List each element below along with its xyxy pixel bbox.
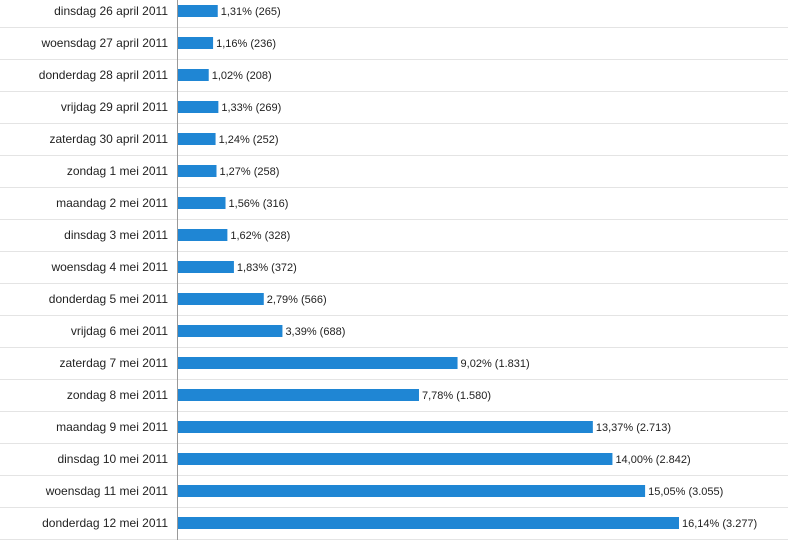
category-label: vrijdag 6 mei 2011 (71, 324, 168, 338)
category-label: maandag 2 mei 2011 (56, 196, 168, 210)
data-label: 16,14% (3.277) (682, 518, 757, 530)
data-label: 1,33% (269) (221, 102, 281, 114)
data-label: 1,27% (258) (220, 166, 280, 178)
bar[interactable] (178, 325, 283, 337)
category-label: dinsdag 3 mei 2011 (64, 228, 168, 242)
data-label: 1,24% (252) (219, 134, 279, 146)
category-label: woensdag 11 mei 2011 (45, 484, 169, 498)
data-label: 1,02% (208) (212, 70, 272, 82)
category-label: donderdag 5 mei 2011 (49, 292, 169, 306)
data-label: 1,31% (265) (221, 6, 281, 18)
bar[interactable] (178, 453, 613, 465)
bar[interactable] (178, 37, 214, 49)
category-label: dinsdag 26 april 2011 (54, 4, 168, 18)
data-labels: 1,31% (265) 1,16% (236) 1,02% (208) 1,33% (… (212, 6, 757, 530)
category-label: vrijdag 29 april 2011 (61, 100, 169, 114)
data-label: 2,79% (566) (267, 294, 327, 306)
category-label: zondag 1 mei 2011 (67, 164, 169, 178)
bar[interactable] (178, 421, 593, 433)
data-label: 13,37% (2.713) (596, 422, 671, 434)
bar[interactable] (178, 389, 419, 401)
bar[interactable] (178, 197, 226, 209)
bar[interactable] (178, 357, 458, 369)
bars (178, 5, 679, 529)
category-label: woensdag 27 april 2011 (40, 36, 168, 50)
data-label: 15,05% (3.055) (648, 486, 723, 498)
bar[interactable] (178, 229, 228, 241)
bar[interactable] (178, 133, 216, 145)
data-label: 3,39% (688) (285, 326, 345, 338)
bar[interactable] (178, 69, 209, 81)
category-label: woensdag 4 mei 2011 (50, 260, 168, 274)
category-label: dinsdag 10 mei 2011 (57, 452, 168, 466)
bar[interactable] (178, 485, 646, 497)
category-label: zaterdag 7 mei 2011 (59, 356, 168, 370)
bar[interactable] (178, 517, 679, 529)
data-label: 1,56% (316) (229, 198, 289, 210)
bar[interactable] (178, 165, 217, 177)
category-label: donderdag 28 april 2011 (39, 68, 169, 82)
bar[interactable] (178, 5, 218, 17)
category-label: zondag 8 mei 2011 (67, 388, 169, 402)
data-label: 1,62% (328) (230, 230, 290, 242)
data-label: 7,78% (1.580) (422, 390, 491, 402)
data-label: 1,83% (372) (237, 262, 297, 274)
data-label: 1,16% (236) (216, 38, 276, 50)
category-label: donderdag 12 mei 2011 (42, 516, 168, 530)
bar[interactable] (178, 101, 219, 113)
category-labels: dinsdag 26 april 2011 woensdag 27 april 2… (39, 4, 169, 530)
bar[interactable] (178, 293, 264, 305)
bar[interactable] (178, 261, 234, 273)
category-label: zaterdag 30 april 2011 (49, 132, 168, 146)
category-label: maandag 9 mei 2011 (56, 420, 168, 434)
data-label: 9,02% (1.831) (461, 358, 530, 370)
data-label: 14,00% (2.842) (615, 454, 690, 466)
